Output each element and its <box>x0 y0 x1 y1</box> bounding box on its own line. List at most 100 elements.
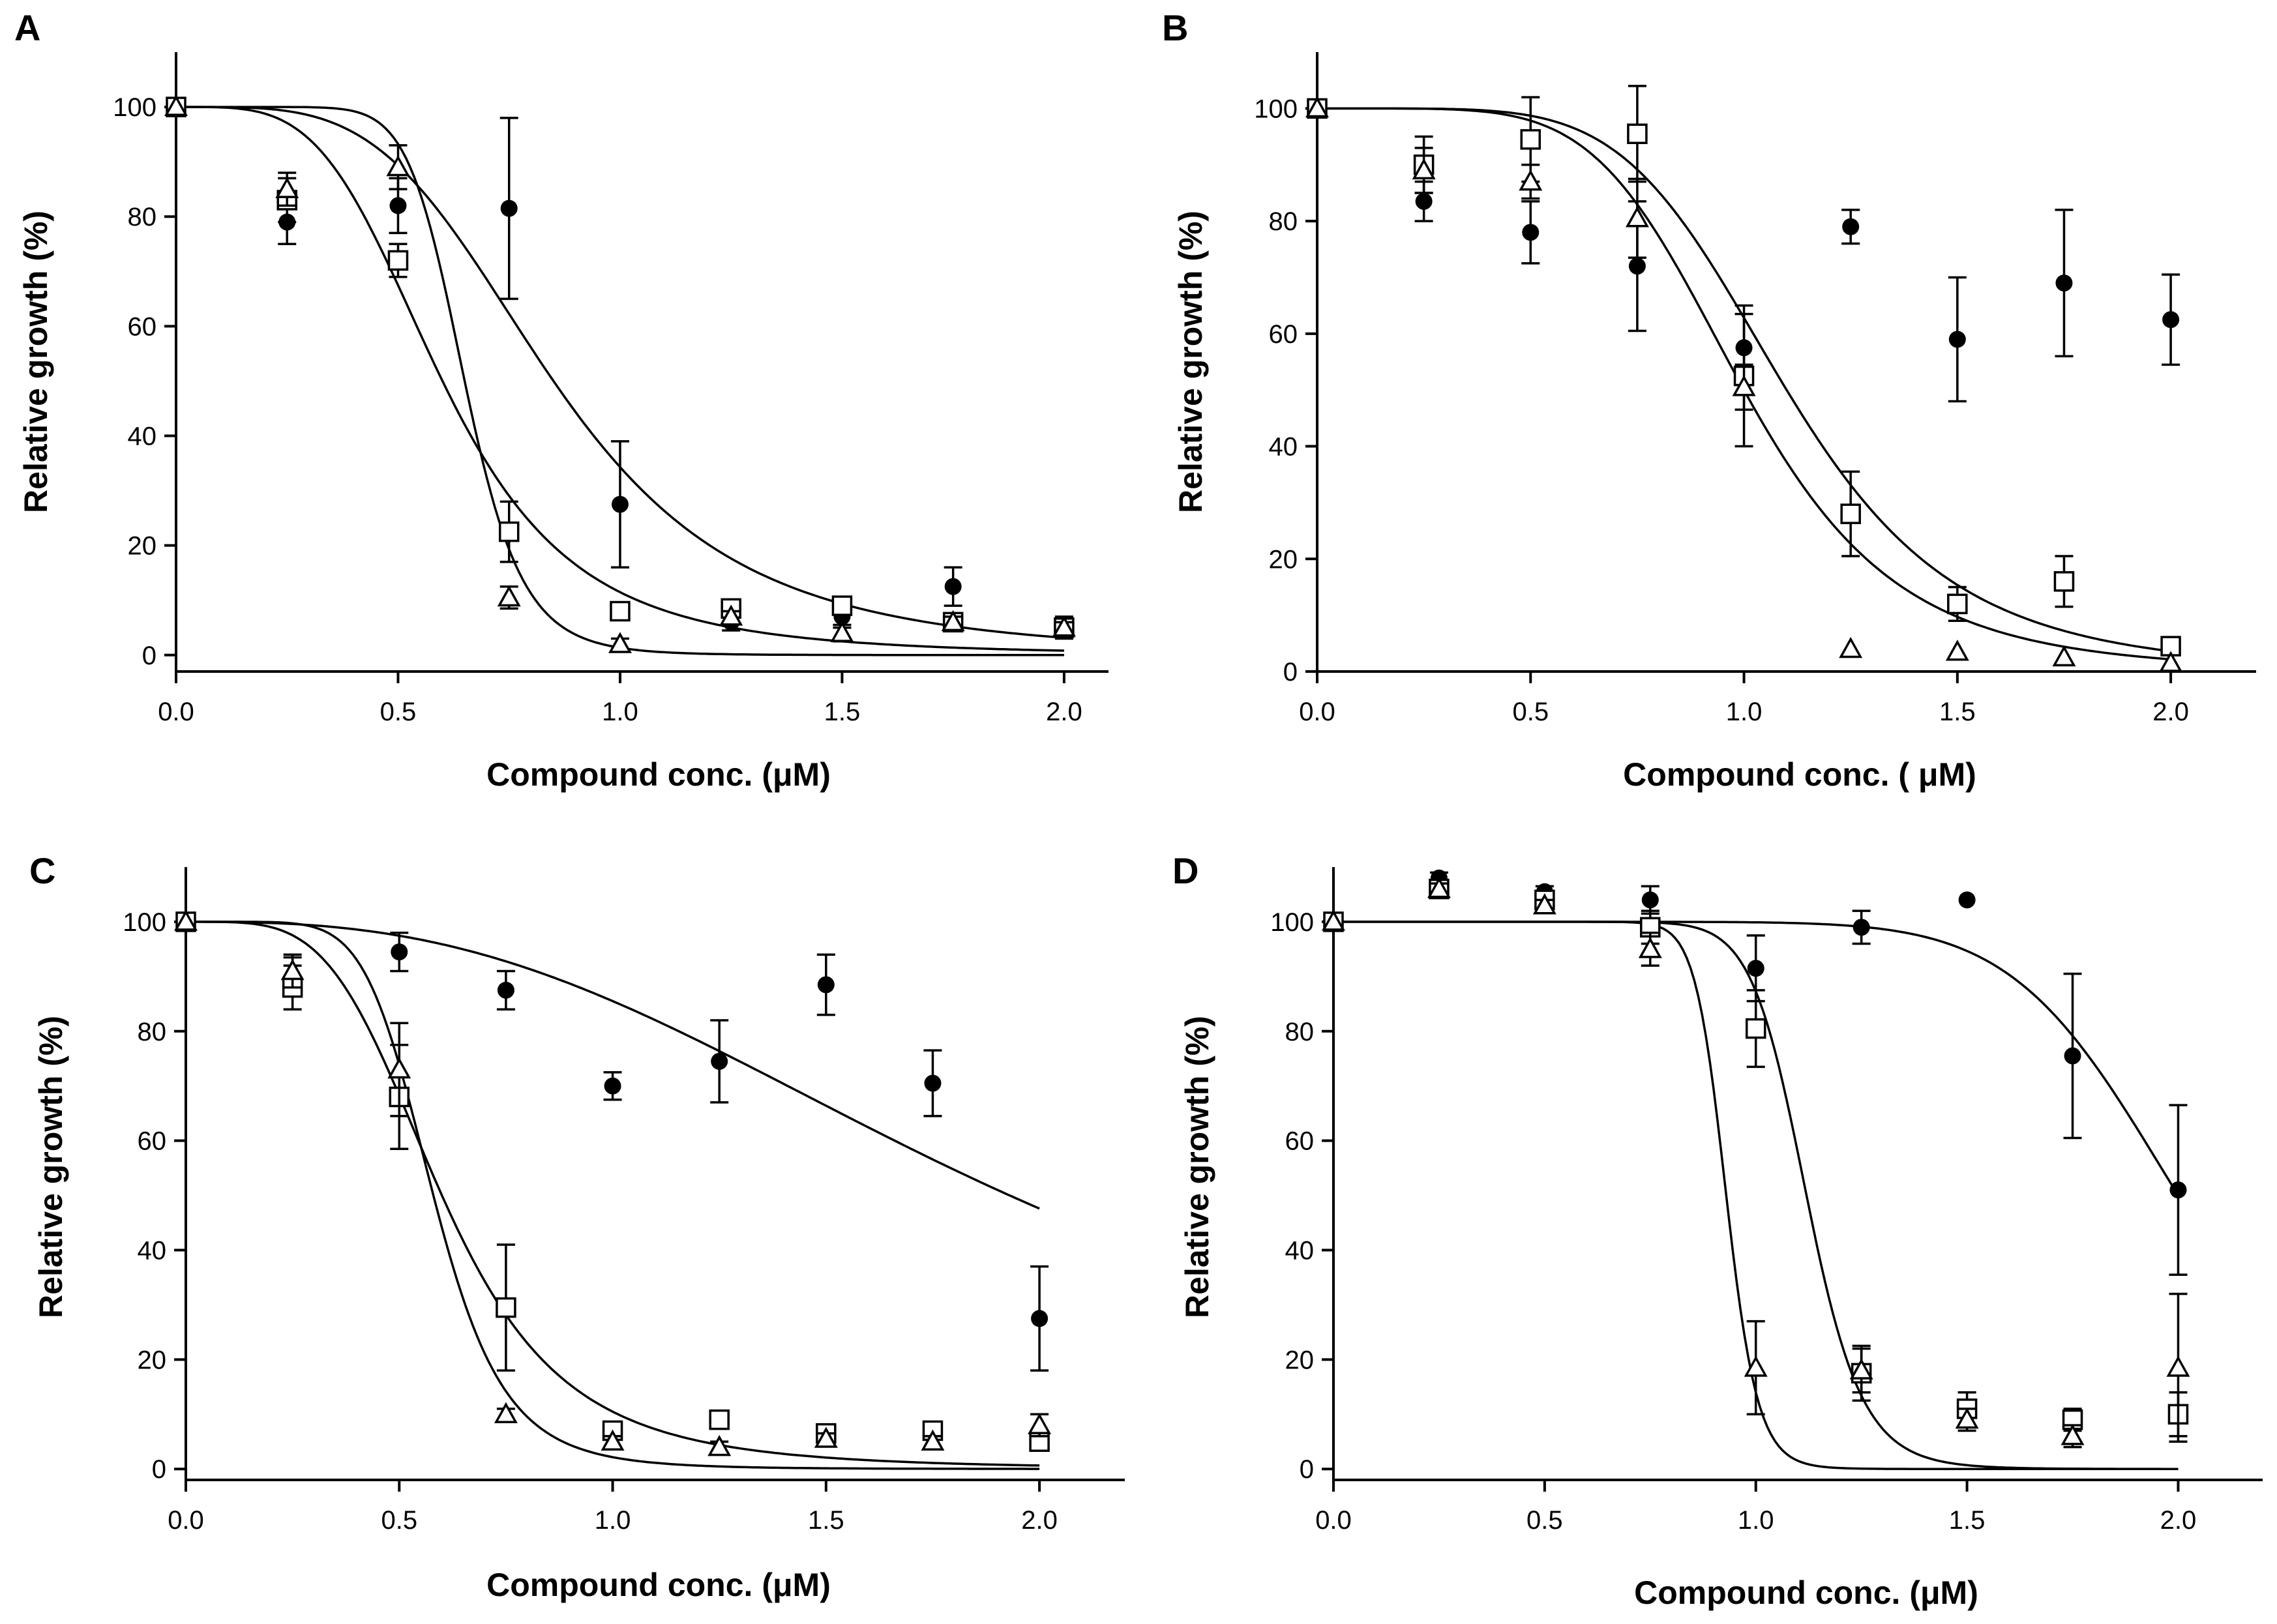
data-point-triangle <box>164 95 188 116</box>
y-axis-title: Relative growth (%) <box>1172 211 1209 513</box>
data-point-square <box>831 595 853 616</box>
data-point-circle <box>1747 960 1764 977</box>
panel-d: D 0 20 40 60 80 100 0.0 0.5 1.0 1.5 2.0 Compound con… <box>1172 850 2263 1611</box>
data-point-square <box>2053 571 2075 592</box>
y-tick-label: 40 <box>138 1237 167 1265</box>
data-point-circle <box>1842 218 1860 235</box>
data-point-circle <box>2055 274 2073 292</box>
y-tick-label: 80 <box>128 203 157 231</box>
data-point-circle <box>497 981 514 999</box>
data-point-triangle <box>1322 909 1345 931</box>
y-tick-label: 100 <box>123 908 166 937</box>
data-point-triangle <box>941 610 965 632</box>
x-tick-label: 1.5 <box>824 698 861 726</box>
data-point-triangle <box>1028 1413 1052 1434</box>
x-tick-label: 0.5 <box>380 698 417 726</box>
data-point-square <box>1947 593 1968 615</box>
data-point-square <box>498 521 520 542</box>
data-point-circle <box>1415 192 1433 210</box>
y-tick-label: 60 <box>1285 1127 1315 1156</box>
panel-letter: D <box>1172 850 1198 891</box>
y-tick-label: 100 <box>1254 95 1298 123</box>
x-axis-title: Compound conc. ( μM) <box>1623 756 1976 793</box>
data-point-triangle <box>2061 1424 2085 1445</box>
x-tick-label: 0.5 <box>381 1506 417 1535</box>
x-tick-label: 1.0 <box>595 1506 631 1535</box>
data-point-circle <box>711 1052 728 1070</box>
x-tick-label: 1.5 <box>1939 698 1976 726</box>
data-point-circle <box>2162 311 2180 329</box>
data-point-triangle <box>1638 937 1662 958</box>
data-point-triangle <box>1519 170 1543 191</box>
fit-curve-square-open <box>176 106 1064 652</box>
data-point-circle <box>1641 891 1659 909</box>
x-tick-label: 1.5 <box>1949 1506 1986 1535</box>
x-tick-label: 0.0 <box>168 1506 204 1535</box>
x-tick-label: 0.0 <box>1315 1506 1352 1535</box>
y-tick-label: 0 <box>142 642 156 670</box>
data-point-triangle <box>1625 206 1649 228</box>
panel-letter: C <box>29 850 55 891</box>
data-point-circle <box>611 495 629 513</box>
data-point-square <box>496 1297 516 1318</box>
data-point-circle <box>2169 1181 2187 1199</box>
y-tick-label: 40 <box>1269 433 1298 462</box>
data-point-triangle <box>387 1057 411 1079</box>
data-point-square <box>610 600 631 622</box>
data-point-square <box>1520 129 1541 150</box>
data-point-circle <box>1031 1310 1049 1327</box>
data-point-circle <box>391 943 408 961</box>
data-point-circle <box>1522 224 1540 241</box>
y-tick-label: 100 <box>113 93 156 122</box>
x-tick-label: 1.0 <box>1726 698 1763 726</box>
panel-letter: B <box>1162 7 1188 48</box>
y-tick-label: 60 <box>1269 320 1298 349</box>
data-point-triangle <box>2166 1355 2190 1377</box>
fit-curve-triangle-open <box>186 921 1040 1470</box>
data-point-triangle <box>1849 1358 1873 1380</box>
panel-b: B 0 20 40 60 80 100 0.0 0.5 1.0 1.5 2.0 Compound con… <box>1162 7 2256 793</box>
fit-curve-square-open <box>186 921 1040 1467</box>
y-tick-label: 80 <box>1285 1018 1315 1046</box>
data-point-triangle <box>1052 615 1076 637</box>
data-point-circle <box>1628 258 1646 275</box>
data-point-circle <box>817 976 835 994</box>
data-point-triangle <box>921 1429 945 1451</box>
y-tick-label: 80 <box>138 1018 167 1046</box>
data-point-circle <box>389 197 407 214</box>
y-tick-label: 20 <box>1285 1346 1315 1374</box>
y-tick-label: 0 <box>1300 1455 1314 1484</box>
data-point-square <box>709 1409 730 1430</box>
data-point-triangle <box>1532 893 1556 915</box>
data-point-triangle <box>280 958 305 981</box>
fit-curve-circle-filled <box>186 921 1040 1210</box>
y-tick-label: 0 <box>1283 658 1298 687</box>
data-point-circle <box>2064 1047 2081 1065</box>
data-point-triangle <box>275 177 299 198</box>
data-point-triangle <box>174 909 198 931</box>
data-point-triangle <box>2052 645 2076 667</box>
data-point-circle <box>1958 891 1976 909</box>
y-axis-title: Relative growth (%) <box>18 211 54 513</box>
y-tick-label: 0 <box>152 1455 166 1484</box>
y-tick-label: 20 <box>138 1346 167 1374</box>
data-point-circle <box>1948 331 1966 348</box>
data-point-triangle <box>1945 640 1969 661</box>
data-point-square <box>1627 123 1648 144</box>
data-point-triangle <box>497 585 521 607</box>
data-point-triangle <box>494 1402 518 1424</box>
data-point-square <box>1745 1018 1766 1039</box>
y-tick-label: 20 <box>1269 545 1298 574</box>
data-point-triangle <box>719 604 743 626</box>
y-axis-title: Relative growth (%) <box>1179 1016 1215 1318</box>
x-axis-title: Compound conc. (μM) <box>1634 1574 1978 1611</box>
data-point-triangle <box>707 1435 732 1456</box>
y-tick-label: 20 <box>128 532 157 561</box>
data-point-triangle <box>1839 636 1863 658</box>
data-point-triangle <box>1744 1355 1768 1377</box>
y-tick-label: 80 <box>1269 207 1298 236</box>
data-point-triangle <box>1955 1408 1979 1429</box>
y-tick-label: 60 <box>128 312 157 341</box>
data-point-triangle <box>1732 375 1756 396</box>
